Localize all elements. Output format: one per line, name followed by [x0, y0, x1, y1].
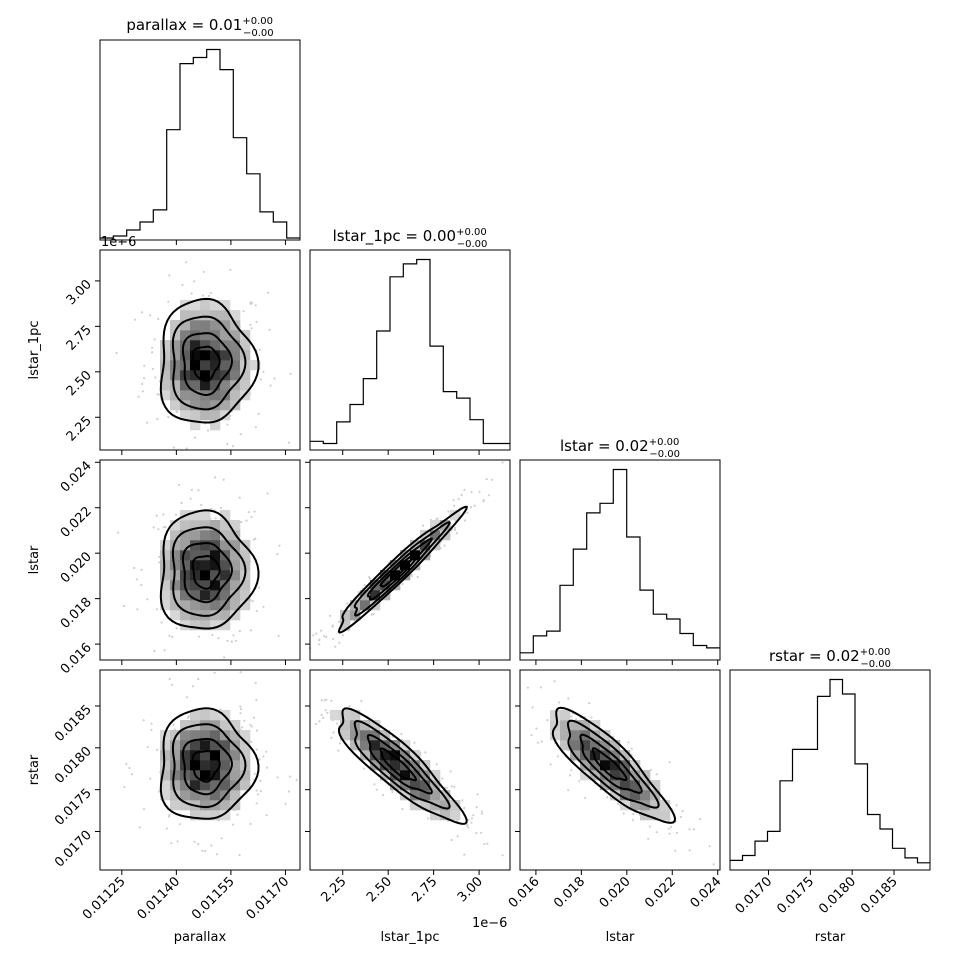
ytick-lstar_1pc-3: 3.00	[64, 277, 95, 308]
xtick-parallax-1: 0.01140	[135, 874, 184, 923]
ytick-rstar-3: 0.0185	[52, 702, 95, 745]
xlabel-parallax: parallax	[174, 930, 227, 945]
panel-parallax-vs-parallax	[99, 39, 301, 241]
panel-rstar-vs-parallax	[99, 669, 301, 871]
ytick-lstar-2: 0.020	[58, 549, 95, 586]
xtick-lstar_1pc-1: 2.50	[364, 874, 395, 905]
ytick-lstar-4: 0.024	[58, 458, 95, 495]
xtick-parallax-3: 0.01170	[244, 874, 293, 923]
ytick-rstar-2: 0.0180	[52, 744, 95, 787]
xtick-lstar-3: 0.022	[642, 874, 679, 911]
panel-rstar-vs-rstar	[729, 669, 931, 871]
panel-lstar-vs-parallax	[99, 459, 301, 661]
ytick-lstar-1: 0.018	[58, 595, 95, 632]
offset-text-y-lstar-1pc: 1e−6	[101, 235, 136, 250]
ytick-lstar_1pc-0: 2.25	[64, 413, 95, 444]
ylabel-lstar: lstar	[27, 545, 42, 574]
histogram-parallax	[100, 48, 300, 239]
histogram-lstar_1pc	[310, 258, 510, 445]
offset-text-x-lstar-1pc: 1e−6	[472, 916, 507, 931]
panel-lstar_1pc-vs-lstar_1pc	[309, 249, 511, 451]
xtick-parallax-0: 0.01125	[80, 874, 129, 923]
xtick-rstar-3: 0.0185	[858, 874, 901, 917]
xtick-lstar-1: 0.018	[551, 874, 588, 911]
density-rstar-vs-parallax	[160, 710, 251, 821]
panel-lstar_1pc-vs-parallax	[99, 249, 301, 451]
title-parallax: parallax = 0.01+0.00 −0.00	[126, 16, 273, 39]
ytick-rstar-0: 0.0170	[52, 828, 95, 871]
contours-rstar-vs-lstar_1pc	[337, 707, 468, 825]
ytick-lstar-0: 0.016	[58, 640, 95, 677]
title-rstar: rstar = 0.02+0.00 −0.00	[769, 647, 891, 670]
ytick-lstar_1pc-2: 2.75	[64, 323, 95, 354]
panel-lstar-vs-lstar	[519, 459, 721, 661]
ylabel-rstar: rstar	[27, 754, 42, 785]
contour-layer	[159, 297, 677, 825]
contours-lstar-vs-lstar_1pc	[337, 505, 468, 634]
xtick-rstar-2: 0.0180	[816, 874, 859, 917]
histogram-lstar	[520, 468, 720, 654]
ytick-rstar-1: 0.0175	[52, 786, 95, 829]
xtick-lstar_1pc-0: 2.25	[318, 874, 349, 905]
xtick-lstar_1pc-3: 3.00	[455, 874, 486, 905]
histogram-layer	[100, 48, 930, 864]
histogram-rstar	[730, 678, 930, 864]
contours-rstar-vs-parallax	[159, 707, 260, 820]
xlabel-lstar: lstar	[606, 930, 635, 945]
title-lstar: lstar = 0.02+0.00 −0.00	[560, 437, 680, 460]
density-rstar-vs-lstar_1pc	[330, 710, 461, 821]
title-lstar-1pc: lstar_1pc = 0.00+0.00 −0.00	[333, 227, 488, 250]
ytick-lstar-3: 0.022	[58, 504, 95, 541]
xtick-rstar-1: 0.0175	[774, 874, 817, 917]
panel-rstar-vs-lstar	[519, 669, 721, 871]
ylabel-lstar-1pc: lstar_1pc	[27, 321, 42, 380]
xtick-lstar-2: 0.020	[597, 874, 634, 911]
xtick-lstar_1pc-2: 2.75	[409, 874, 440, 905]
xtick-rstar-0: 0.0170	[733, 874, 776, 917]
xtick-parallax-2: 0.01155	[189, 874, 238, 923]
ytick-lstar_1pc-1: 2.50	[64, 368, 95, 399]
xtick-lstar-4: 0.024	[688, 874, 725, 911]
contours-rstar-vs-lstar	[551, 706, 677, 824]
xlabel-lstar-1pc: lstar_1pc	[381, 930, 440, 945]
axes-frames	[99, 39, 931, 871]
xlabel-rstar: rstar	[815, 930, 846, 945]
xtick-lstar-0: 0.016	[506, 874, 543, 911]
density-lstar-vs-lstar_1pc	[340, 510, 461, 631]
contours-lstar_1pc-vs-parallax	[159, 297, 260, 424]
panel-rstar-vs-lstar_1pc	[309, 669, 511, 871]
panel-lstar-vs-lstar_1pc	[309, 459, 511, 661]
contours-lstar-vs-parallax	[159, 509, 260, 630]
